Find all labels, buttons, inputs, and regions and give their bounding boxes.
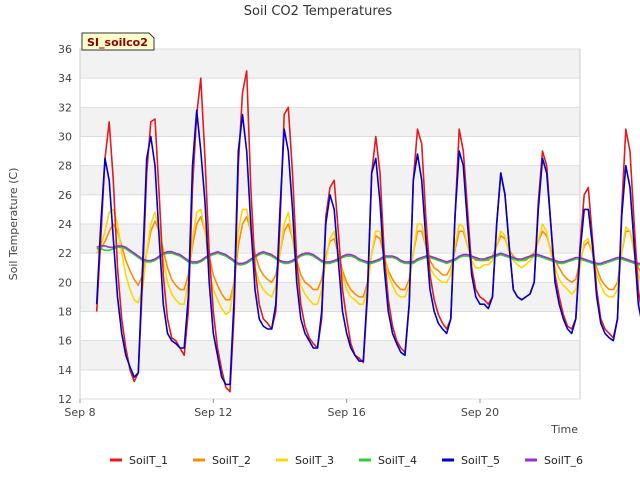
plot-band: [80, 136, 580, 166]
y-tick-label: 26: [58, 189, 72, 202]
x-tick-label: Sep 16: [328, 406, 366, 419]
legend-label: SoilT_5: [461, 454, 500, 467]
y-tick-label: 34: [58, 72, 72, 85]
x-axis-label: Time: [550, 423, 578, 436]
x-tick-label: Sep 8: [64, 406, 95, 419]
y-tick-label: 28: [58, 160, 72, 173]
y-tick-label: 16: [58, 335, 72, 348]
y-tick-label: 20: [58, 276, 72, 289]
y-tick-label: 22: [58, 247, 72, 260]
series-line-soilt-6: [96, 245, 640, 265]
plot-band: [80, 107, 580, 137]
y-tick-label: 24: [58, 218, 72, 231]
y-tick-label: 36: [58, 43, 72, 56]
series-line-soilt-5: [95, 109, 640, 386]
y-axis-ticks: 12 14 16 18 20 22 24 26 28 30 32 34 36: [58, 43, 72, 406]
series-lines: [95, 70, 640, 393]
legend-label: SoilT_3: [295, 454, 334, 467]
y-tick-label: 32: [58, 101, 72, 114]
y-tick-label: 12: [58, 393, 72, 406]
x-tick-label: Sep 12: [194, 406, 232, 419]
plot-band: [80, 369, 580, 399]
legend-label: SoilT_6: [544, 454, 583, 467]
station-badge-label: SI_soilco2: [87, 36, 148, 49]
y-tick-label: 14: [58, 364, 72, 377]
legend-label: SoilT_2: [212, 454, 251, 467]
legend: SoilT_1 SoilT_2 SoilT_3 SoilT_4 SoilT_5 SoilT…: [110, 454, 583, 467]
station-badge: SI_soilco2: [81, 32, 155, 51]
plot-band: [80, 340, 580, 370]
series-line-soilt-3: [96, 208, 640, 316]
plot-band: [80, 253, 580, 283]
series-line-soilt-4: [96, 246, 640, 266]
y-tick-label: 18: [58, 306, 72, 319]
legend-label: SoilT_1: [129, 454, 168, 467]
plot-band: [80, 49, 580, 79]
y-axis-label: Soil Temperature (C): [7, 168, 20, 281]
y-tick-label: 30: [58, 131, 72, 144]
plot-band: [80, 78, 580, 108]
station-badge-box: [81, 32, 155, 51]
plot-band: [80, 282, 580, 312]
legend-label: SoilT_4: [378, 454, 417, 467]
plot-band: [80, 311, 580, 341]
chart-title: Soil CO2 Temperatures: [244, 4, 393, 19]
x-axis-ticks: Sep 8 Sep 12 Sep 16 Sep 20: [64, 399, 499, 419]
x-tick-label: Sep 20: [461, 406, 499, 419]
